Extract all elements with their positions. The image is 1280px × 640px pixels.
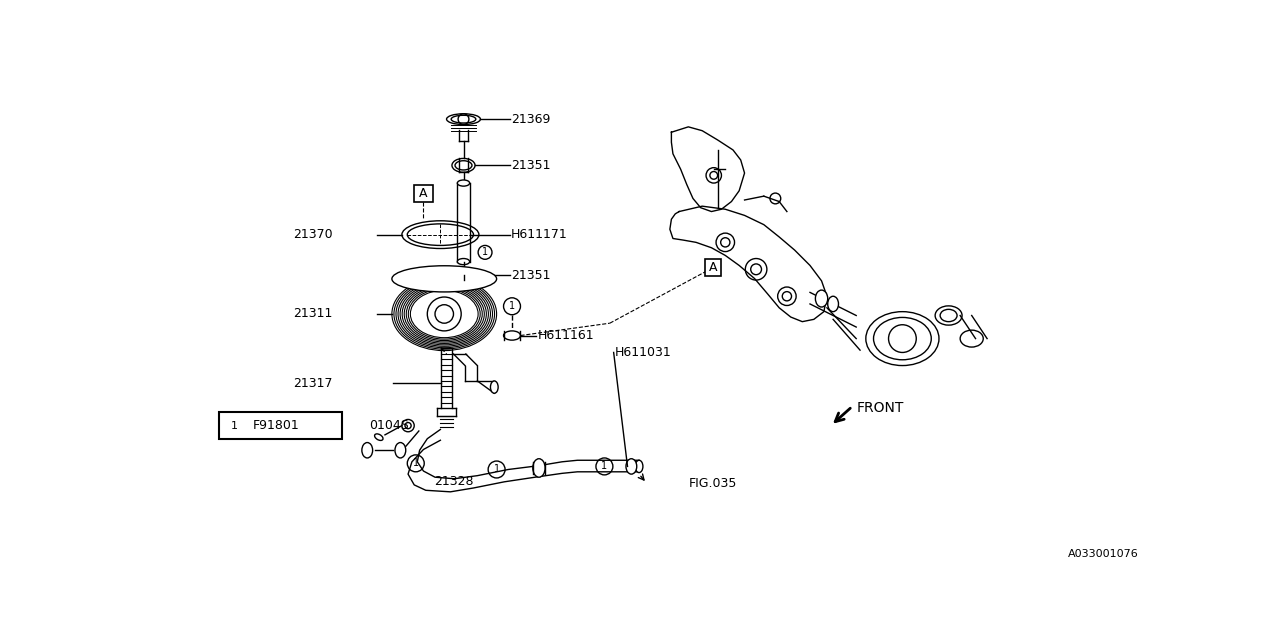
Ellipse shape — [411, 291, 479, 338]
Text: 21370: 21370 — [293, 228, 333, 241]
Text: 1: 1 — [494, 465, 499, 474]
Text: FIG.035: FIG.035 — [689, 477, 737, 490]
Text: 21351: 21351 — [511, 159, 550, 172]
Bar — [219, 412, 342, 440]
Ellipse shape — [362, 442, 372, 458]
Text: 21351: 21351 — [511, 269, 550, 282]
Bar — [415, 186, 433, 202]
Ellipse shape — [407, 224, 474, 245]
Text: 21317: 21317 — [293, 377, 333, 390]
Bar — [704, 259, 722, 276]
Ellipse shape — [457, 259, 470, 265]
Ellipse shape — [396, 442, 406, 458]
Text: H611161: H611161 — [538, 329, 595, 342]
Ellipse shape — [635, 460, 643, 472]
Ellipse shape — [408, 289, 480, 339]
Text: A: A — [420, 188, 428, 200]
Ellipse shape — [458, 273, 468, 278]
Text: A: A — [709, 261, 717, 275]
Text: 1: 1 — [483, 247, 488, 257]
Ellipse shape — [873, 317, 932, 360]
Ellipse shape — [406, 287, 483, 340]
Ellipse shape — [375, 434, 383, 440]
Text: A033001076: A033001076 — [1068, 549, 1139, 559]
Text: 1: 1 — [602, 461, 608, 472]
Ellipse shape — [457, 180, 470, 186]
Ellipse shape — [396, 280, 493, 348]
Ellipse shape — [503, 331, 521, 340]
Text: 1: 1 — [232, 420, 238, 431]
Text: FRONT: FRONT — [856, 401, 904, 415]
Ellipse shape — [532, 459, 545, 477]
Text: 21369: 21369 — [511, 113, 550, 125]
Ellipse shape — [452, 159, 475, 172]
Text: 1: 1 — [509, 301, 515, 311]
Ellipse shape — [404, 286, 484, 342]
Ellipse shape — [490, 381, 498, 393]
Ellipse shape — [815, 290, 828, 307]
Ellipse shape — [394, 279, 494, 349]
Ellipse shape — [392, 266, 497, 292]
Text: F91801: F91801 — [252, 419, 300, 432]
Text: 0104S: 0104S — [370, 419, 410, 432]
Ellipse shape — [401, 283, 489, 345]
Ellipse shape — [402, 285, 486, 344]
Ellipse shape — [398, 282, 490, 346]
Text: H611031: H611031 — [616, 346, 672, 359]
Ellipse shape — [828, 296, 838, 312]
Text: 21311: 21311 — [293, 307, 333, 321]
Ellipse shape — [451, 115, 476, 123]
Text: 21328: 21328 — [434, 474, 474, 488]
Ellipse shape — [456, 271, 471, 280]
Ellipse shape — [626, 459, 636, 474]
Ellipse shape — [960, 330, 983, 347]
Text: 1: 1 — [412, 458, 419, 468]
Ellipse shape — [392, 277, 497, 351]
Text: H611171: H611171 — [511, 228, 568, 241]
Ellipse shape — [402, 221, 479, 248]
Ellipse shape — [447, 114, 480, 125]
Ellipse shape — [940, 309, 957, 322]
Ellipse shape — [865, 312, 940, 365]
Ellipse shape — [936, 306, 963, 325]
Ellipse shape — [454, 161, 472, 170]
